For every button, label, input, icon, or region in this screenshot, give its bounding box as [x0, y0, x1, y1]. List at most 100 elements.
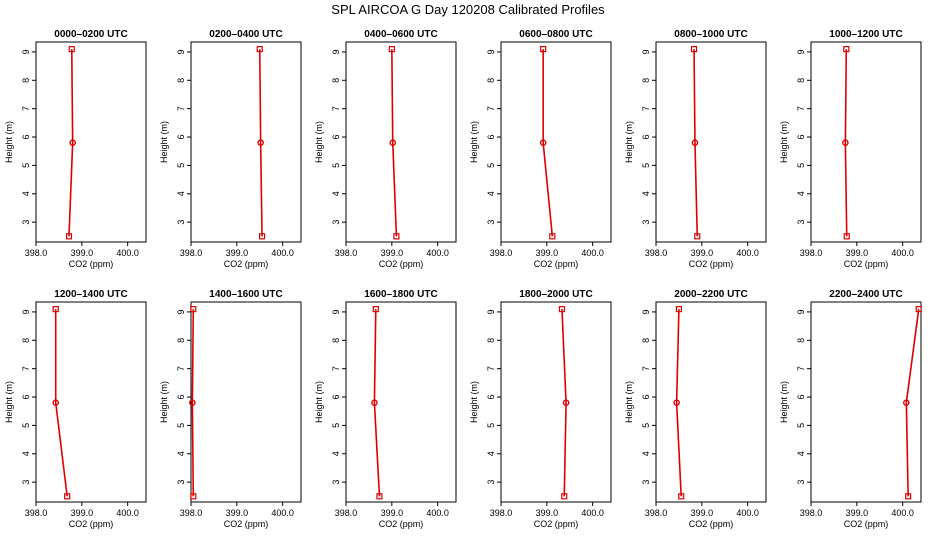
y-tick-label: 3 — [21, 220, 31, 225]
y-tick-label: 7 — [486, 106, 496, 111]
x-tick-label: 400.0 — [891, 248, 914, 258]
y-tick-label: 6 — [486, 135, 496, 140]
y-tick-label: 3 — [641, 220, 651, 225]
y-tick-label: 3 — [21, 480, 31, 485]
y-tick-label: 7 — [331, 366, 341, 371]
data-point — [694, 233, 701, 240]
data-point — [372, 305, 379, 313]
y-axis-label: Height (m) — [469, 121, 479, 163]
y-axis-label: Height (m) — [159, 381, 169, 423]
x-tick-label: 399.0 — [226, 248, 249, 258]
data-point — [68, 45, 75, 53]
panel-4: 0600–0800 UTC 398.0 399.0 400.0 3 4 5 6 7 8 9 CO2 (… — [469, 29, 612, 269]
y-tick-label: 4 — [641, 191, 651, 196]
x-tick-label: 399.0 — [536, 508, 559, 518]
data-point — [258, 233, 266, 240]
x-axis-label: CO2 (ppm) — [689, 259, 734, 269]
data-point — [190, 305, 197, 313]
data-point — [190, 493, 197, 500]
y-tick-label: 9 — [331, 49, 341, 54]
x-tick-label: 399.0 — [71, 248, 94, 258]
x-tick-label: 399.0 — [846, 248, 869, 258]
y-tick-label: 6 — [796, 135, 806, 140]
y-tick-label: 7 — [796, 366, 806, 371]
plot-frame — [655, 301, 767, 503]
y-tick-label: 6 — [641, 135, 651, 140]
panel-12: 2200–2400 UTC 398.0 399.0 400.0 3 4 5 6 7 8 9 CO2 (… — [779, 289, 922, 529]
panel-title: 0000–0200 UTC — [54, 29, 127, 40]
panel-title: 2200–2400 UTC — [829, 289, 902, 300]
profile-line — [905, 308, 920, 497]
data-point — [389, 139, 397, 147]
y-tick-label: 6 — [21, 135, 31, 140]
data-point — [256, 45, 263, 53]
x-tick-label: 398.0 — [490, 508, 513, 518]
x-tick-label: 398.0 — [335, 248, 358, 258]
y-tick-label: 7 — [486, 366, 496, 371]
x-axis-label: CO2 (ppm) — [534, 519, 579, 529]
x-axis-label: CO2 (ppm) — [224, 259, 269, 269]
data-point — [690, 45, 698, 53]
plot-frame — [500, 41, 612, 243]
profile-line — [675, 309, 683, 497]
panel-title: 1400–1600 UTC — [209, 289, 282, 300]
y-tick-label: 7 — [176, 366, 186, 371]
x-tick-label: 398.0 — [645, 248, 668, 258]
y-tick-label: 6 — [331, 135, 341, 140]
x-axis-label: CO2 (ppm) — [69, 259, 114, 269]
y-tick-label: 5 — [331, 163, 341, 168]
plot-frame — [810, 301, 922, 503]
y-tick-label: 3 — [176, 220, 186, 225]
x-tick-label: 399.0 — [71, 508, 94, 518]
data-point — [678, 493, 685, 500]
profile-line — [542, 49, 554, 237]
data-point — [549, 233, 556, 240]
x-axis-label: CO2 (ppm) — [844, 519, 889, 529]
y-tick-label: 5 — [796, 163, 806, 168]
x-tick-label: 399.0 — [381, 508, 404, 518]
x-axis-label: CO2 (ppm) — [689, 519, 734, 529]
plot-frame — [35, 301, 147, 503]
panel-title: 0800–1000 UTC — [674, 29, 747, 40]
data-point — [843, 233, 850, 240]
panel-2: 0200–0400 UTC 398.0 399.0 400.0 3 4 5 6 7 8 9 CO2 (… — [159, 29, 302, 269]
y-axis-label: Height (m) — [469, 381, 479, 423]
profile-line — [258, 49, 263, 237]
y-tick-label: 8 — [796, 338, 806, 343]
y-tick-label: 3 — [331, 480, 341, 485]
data-point — [69, 139, 76, 147]
y-tick-label: 8 — [176, 338, 186, 343]
x-tick-label: 399.0 — [691, 248, 714, 258]
y-tick-label: 4 — [21, 191, 31, 196]
y-tick-label: 4 — [176, 191, 186, 196]
x-axis-label: CO2 (ppm) — [379, 519, 424, 529]
y-tick-label: 9 — [796, 309, 806, 314]
x-tick-label: 399.0 — [536, 248, 559, 258]
y-tick-label: 7 — [796, 106, 806, 111]
data-point — [905, 493, 912, 500]
y-tick-label: 4 — [176, 451, 186, 456]
y-tick-label: 5 — [176, 423, 186, 428]
y-tick-label: 8 — [486, 78, 496, 83]
x-tick-label: 400.0 — [581, 248, 604, 258]
y-tick-label: 9 — [486, 309, 496, 314]
data-point — [673, 399, 680, 407]
y-tick-label: 6 — [21, 395, 31, 400]
x-tick-label: 400.0 — [891, 508, 914, 518]
y-axis-label: Height (m) — [779, 381, 789, 423]
y-axis-label: Height (m) — [624, 381, 634, 423]
plot-frame — [345, 301, 457, 503]
x-tick-label: 398.0 — [800, 508, 823, 518]
data-point — [675, 305, 683, 313]
x-tick-label: 399.0 — [381, 248, 404, 258]
x-tick-label: 400.0 — [736, 248, 759, 258]
y-axis-label: Height (m) — [624, 121, 634, 163]
y-tick-label: 9 — [176, 309, 186, 314]
y-tick-label: 5 — [796, 423, 806, 428]
plot-frame — [810, 41, 922, 243]
panel-title: 0400–0600 UTC — [364, 29, 437, 40]
y-tick-label: 7 — [21, 106, 31, 111]
y-tick-label: 8 — [796, 78, 806, 83]
panel-title: 1600–1800 UTC — [364, 289, 437, 300]
data-point — [903, 399, 910, 407]
